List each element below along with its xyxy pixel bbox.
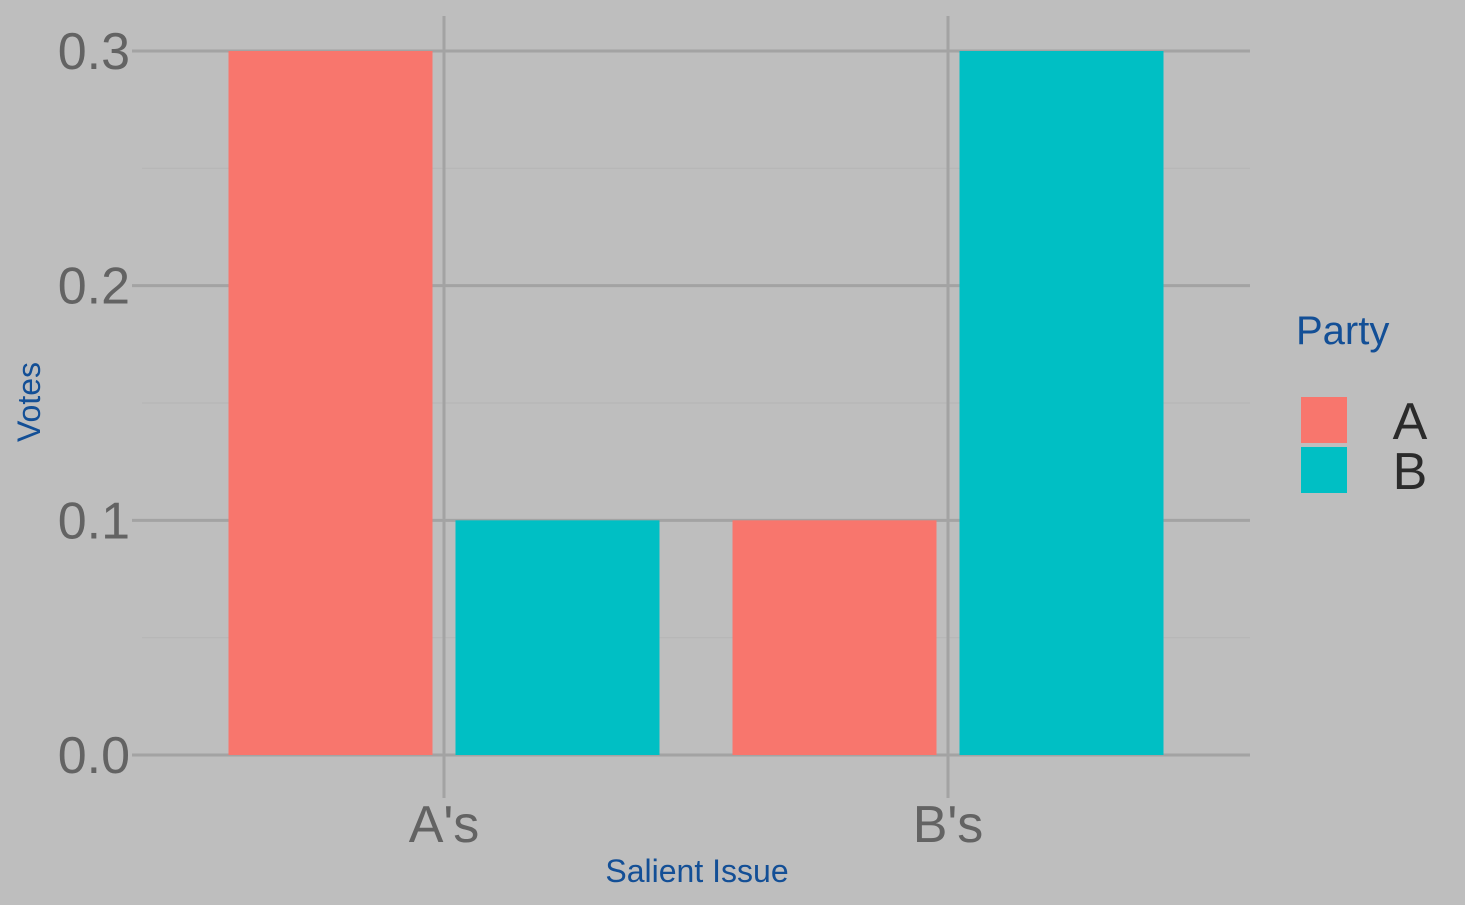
legend-label-B: B (1393, 443, 1428, 501)
y-axis-title: Votes (11, 362, 47, 442)
y-tick-label: 0.0 (58, 727, 130, 785)
legend-swatch-A (1301, 397, 1347, 443)
bar-A-1 (732, 520, 937, 755)
legend-label-A: A (1393, 393, 1428, 451)
y-tick-label: 0.3 (58, 23, 130, 81)
legend-swatch-B (1301, 447, 1347, 493)
bars (228, 51, 1164, 755)
x-tick-label: B's (913, 796, 984, 854)
legend-title: Party (1296, 309, 1389, 353)
x-tick-label: A's (409, 796, 480, 854)
bar-A-0 (228, 51, 433, 755)
y-tick-label: 0.1 (58, 492, 130, 550)
bar-B-1 (959, 51, 1164, 755)
y-axis-ticks: 0.0 0.1 0.2 0.3 (58, 23, 130, 785)
x-axis-title: Salient Issue (605, 853, 788, 889)
y-tick-label: 0.2 (58, 258, 130, 316)
legend: Party AB (1296, 309, 1428, 501)
bar-B-0 (455, 520, 660, 755)
x-axis-ticks: A's B's (409, 796, 984, 854)
legend-items: AB (1301, 393, 1428, 501)
